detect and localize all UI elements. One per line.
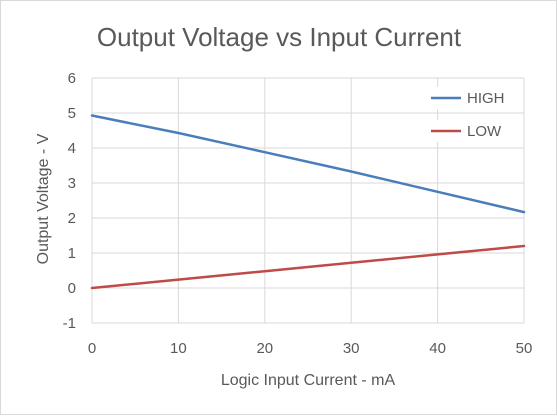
- y-axis-ticks: -1 0 1 2 3 4 5 6: [63, 70, 76, 332]
- y-tick-label: 5: [68, 105, 76, 122]
- x-tick-label: 40: [429, 340, 446, 357]
- y-tick-label: -1: [63, 315, 76, 332]
- x-tick-label: 20: [256, 340, 273, 357]
- y-tick-label: 0: [68, 280, 76, 297]
- series-line-low: [90, 244, 526, 290]
- legend-label-high: HIGH: [467, 90, 505, 107]
- x-tick-label: 10: [170, 340, 187, 357]
- legend: HIGH LOW: [417, 87, 517, 142]
- gridlines: [91, 77, 525, 324]
- x-axis-label: Logic Input Current - mA: [221, 372, 396, 389]
- legend-label-low: LOW: [467, 123, 502, 140]
- y-axis-label: Output Voltage - V: [35, 133, 52, 264]
- legend-item-bg: [417, 120, 517, 142]
- x-tick-label: 30: [343, 340, 360, 357]
- y-tick-label: 4: [68, 140, 76, 157]
- y-tick-label: 1: [68, 245, 76, 262]
- x-tick-label: 0: [88, 340, 96, 357]
- legend-item-bg: [417, 87, 517, 109]
- chart-title: Output Voltage vs Input Current: [97, 22, 462, 52]
- x-axis-ticks: 0 10 20 30 40 50: [88, 340, 533, 357]
- y-tick-label: 6: [68, 70, 76, 87]
- series-lines: [90, 114, 526, 290]
- x-tick-label: 50: [516, 340, 533, 357]
- series-line-high: [90, 114, 526, 214]
- y-tick-label: 3: [68, 175, 76, 192]
- y-tick-label: 2: [68, 210, 76, 227]
